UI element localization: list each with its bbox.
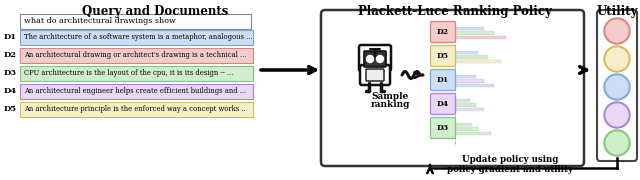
Text: D5: D5 [4, 105, 17, 113]
FancyBboxPatch shape [431, 21, 456, 42]
Bar [456, 79, 484, 83]
Circle shape [367, 55, 374, 62]
FancyBboxPatch shape [19, 102, 253, 116]
FancyBboxPatch shape [431, 46, 456, 66]
Text: An architecture principle is the enforced way a concept works ..: An architecture principle is the enforce… [24, 105, 246, 113]
FancyBboxPatch shape [364, 51, 386, 67]
Bar [456, 55, 488, 59]
Text: D3: D3 [4, 69, 17, 77]
Bar [456, 99, 470, 102]
Text: ranking: ranking [371, 100, 410, 109]
FancyBboxPatch shape [431, 93, 456, 114]
Circle shape [606, 132, 628, 154]
Bar [456, 31, 494, 35]
Circle shape [606, 48, 628, 70]
Text: D4: D4 [4, 87, 17, 95]
FancyBboxPatch shape [19, 66, 253, 80]
Text: Query and Documents: Query and Documents [82, 5, 228, 18]
Bar [456, 84, 494, 87]
Text: D5: D5 [437, 52, 449, 60]
Bar [456, 108, 484, 111]
FancyBboxPatch shape [597, 10, 637, 161]
FancyBboxPatch shape [431, 69, 456, 91]
Text: policy gradient and utility: policy gradient and utility [447, 165, 573, 174]
Bar [456, 51, 478, 54]
Bar [456, 103, 476, 107]
Circle shape [604, 18, 630, 44]
FancyBboxPatch shape [19, 48, 253, 62]
Text: Sample: Sample [371, 92, 408, 101]
Bar [456, 123, 472, 126]
Circle shape [604, 130, 630, 156]
Bar [456, 127, 478, 131]
Text: D2: D2 [437, 28, 449, 36]
Circle shape [606, 104, 628, 126]
Text: D3: D3 [437, 124, 449, 132]
Bar [456, 27, 484, 30]
FancyBboxPatch shape [19, 14, 250, 28]
Circle shape [376, 55, 383, 62]
Circle shape [604, 74, 630, 100]
FancyBboxPatch shape [321, 10, 584, 166]
Text: Plackett-Luce Ranking Policy: Plackett-Luce Ranking Policy [358, 5, 552, 18]
Bar [456, 36, 506, 39]
Circle shape [606, 20, 628, 42]
Text: Utility: Utility [596, 5, 637, 18]
Circle shape [604, 102, 630, 128]
Text: D1: D1 [437, 76, 449, 84]
Text: D1: D1 [4, 33, 17, 41]
FancyBboxPatch shape [359, 45, 391, 71]
Circle shape [604, 46, 630, 72]
FancyBboxPatch shape [19, 30, 253, 44]
Text: Update policy using: Update policy using [462, 156, 558, 165]
Text: D2: D2 [4, 51, 17, 59]
FancyBboxPatch shape [360, 65, 390, 85]
Bar [456, 132, 491, 135]
Text: CPU architecture is the layout of the cpu, it is its design -- ...: CPU architecture is the layout of the cp… [24, 69, 234, 77]
Text: An architectural drawing or architect's drawing is a technical ...: An architectural drawing or architect's … [24, 51, 246, 59]
Circle shape [606, 76, 628, 98]
FancyBboxPatch shape [366, 69, 384, 81]
Bar [456, 75, 476, 78]
Text: D4: D4 [437, 100, 449, 108]
FancyBboxPatch shape [431, 118, 456, 138]
FancyBboxPatch shape [19, 84, 253, 98]
Text: An architectural engineer helps create efficient buildings and ...: An architectural engineer helps create e… [24, 87, 246, 95]
Text: The architecture of a software system is a metaphor, analogous ...: The architecture of a software system is… [24, 33, 253, 41]
Text: what do architectural drawings show: what do architectural drawings show [24, 17, 176, 25]
Bar [456, 60, 501, 63]
